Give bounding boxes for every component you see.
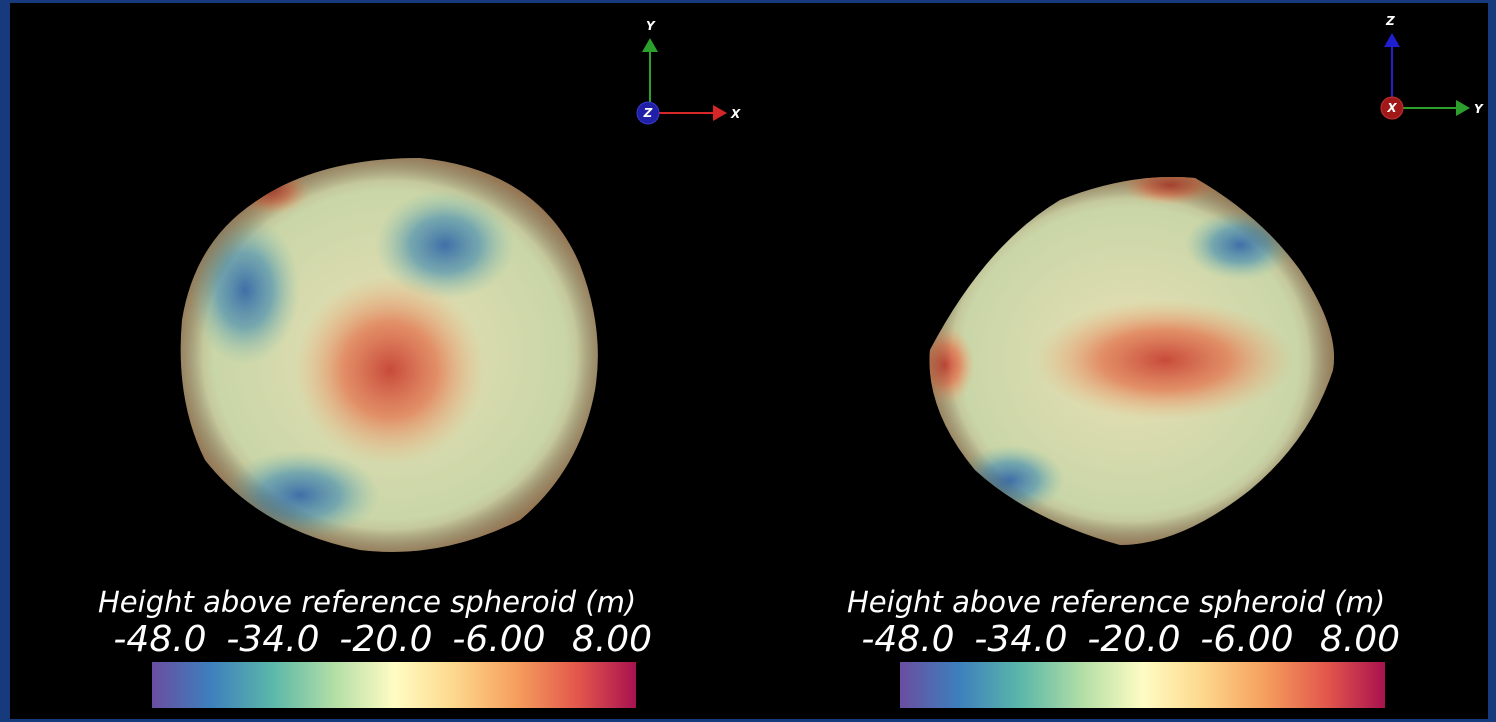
colorbar: [900, 662, 1385, 708]
colorbar-tick-label: -48.0: [861, 619, 954, 660]
axis-label: X: [1386, 101, 1397, 115]
colorbar-ticks: -48.0 -34.0 -20.0 -6.00 8.00: [861, 619, 1400, 660]
axis-label: Y: [1474, 102, 1484, 116]
axis-label: Y: [646, 19, 656, 33]
visualization: Z Y X X Z Y Height above reference spher…: [0, 0, 1496, 722]
colorbar-tick-label: -34.0: [974, 619, 1067, 660]
colorbar-tick-label: -20.0: [1087, 619, 1180, 660]
colorbar-title: Height above reference spheroid (m): [98, 585, 636, 619]
colorbar-tick-label: -34.0: [226, 619, 319, 660]
axis-label: Z: [1385, 14, 1395, 28]
body: Z Y X X Z Y Height above reference spher…: [0, 0, 1496, 722]
colorbar-tick-label: -6.00: [452, 619, 545, 660]
colorbar-tick-label: -6.00: [1200, 619, 1293, 660]
colorbar-title: Height above reference spheroid (m): [847, 585, 1385, 619]
colorbar-tick-label: 8.00: [1320, 619, 1400, 660]
colorbar-ticks: -48.0 -34.0 -20.0 -6.00 8.00: [113, 619, 652, 660]
colorbar-tick-label: -20.0: [339, 619, 432, 660]
axis-label: Z: [643, 106, 653, 120]
colorbar-tick-label: 8.00: [572, 619, 652, 660]
page: {"panels": [ {"triad": {"up": "Y", "righ…: [0, 0, 1496, 722]
colorbar: [152, 662, 636, 708]
colorbar-tick-label: -48.0: [113, 619, 206, 660]
axis-label: X: [730, 107, 741, 121]
